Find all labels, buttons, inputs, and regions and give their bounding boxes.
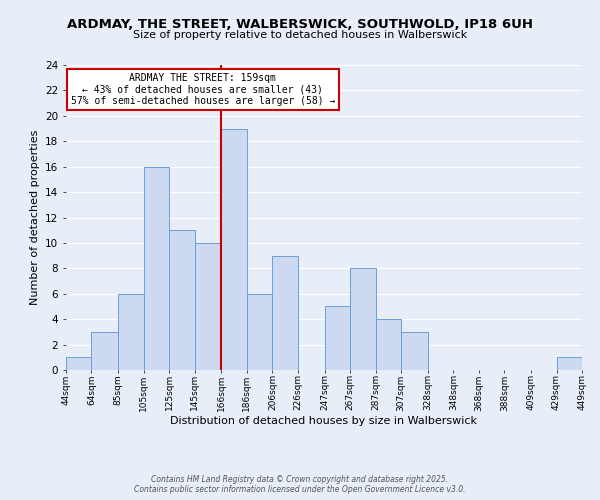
Bar: [66, 358, 91, 370]
Bar: [557, 358, 582, 370]
Bar: [272, 256, 298, 370]
Y-axis label: Number of detached properties: Number of detached properties: [29, 130, 40, 305]
X-axis label: Distribution of detached houses by size in Walberswick: Distribution of detached houses by size …: [170, 416, 478, 426]
Bar: [247, 294, 272, 370]
Text: Size of property relative to detached houses in Walberswick: Size of property relative to detached ho…: [133, 30, 467, 40]
Bar: [325, 306, 350, 370]
Bar: [376, 319, 401, 370]
Text: ARDMAY, THE STREET, WALBERSWICK, SOUTHWOLD, IP18 6UH: ARDMAY, THE STREET, WALBERSWICK, SOUTHWO…: [67, 18, 533, 30]
Bar: [221, 128, 247, 370]
Bar: [118, 294, 144, 370]
Text: ARDMAY THE STREET: 159sqm
← 43% of detached houses are smaller (43)
57% of semi-: ARDMAY THE STREET: 159sqm ← 43% of detac…: [71, 72, 335, 106]
Text: Contains HM Land Registry data © Crown copyright and database right 2025.
Contai: Contains HM Land Registry data © Crown c…: [134, 474, 466, 494]
Bar: [144, 166, 169, 370]
Bar: [350, 268, 376, 370]
Bar: [169, 230, 194, 370]
Bar: [194, 243, 221, 370]
Bar: [91, 332, 118, 370]
Bar: [401, 332, 428, 370]
